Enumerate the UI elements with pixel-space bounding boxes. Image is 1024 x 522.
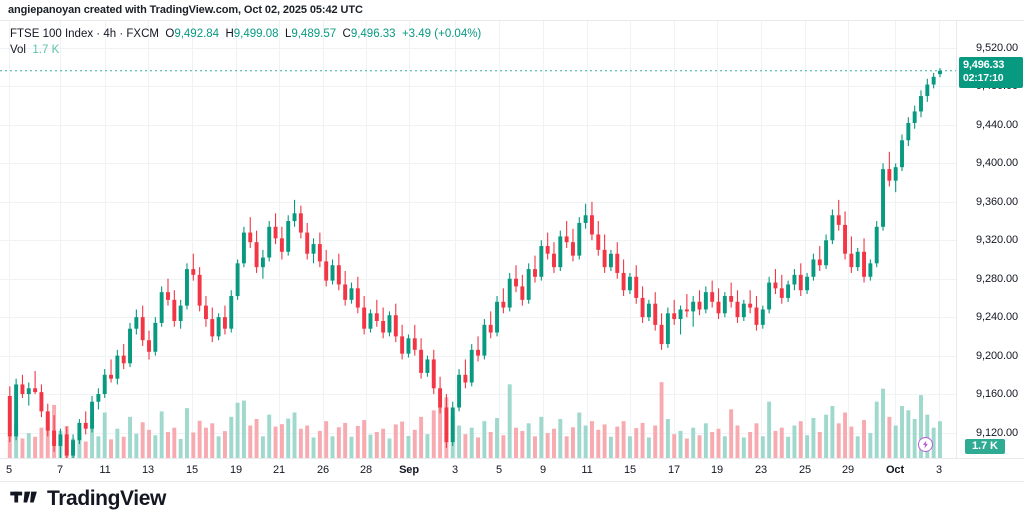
vertical-gridline bbox=[455, 21, 456, 458]
time-axis-tick: 17 bbox=[667, 464, 681, 476]
time-axis[interactable]: 5 7 11 13 15 19 21 26 28 Sep 3 5 9 11 15 17 19 23 25 29 Oct 3 bbox=[0, 458, 1024, 482]
time-axis-tick: 26 bbox=[316, 464, 330, 476]
time-axis-tick: 3 bbox=[451, 464, 459, 476]
vertical-gridline bbox=[279, 21, 280, 458]
price-axis-tick: 9,400.00 bbox=[975, 157, 1018, 170]
vertical-gridline bbox=[323, 21, 324, 458]
time-axis-tick: 23 bbox=[754, 464, 768, 476]
time-axis-tick: 29 bbox=[841, 464, 855, 476]
vertical-gridline bbox=[895, 21, 896, 458]
time-axis-month-tick: Oct bbox=[885, 464, 905, 476]
tradingview-logo-icon bbox=[10, 488, 40, 511]
vertical-gridline bbox=[587, 21, 588, 458]
time-axis-tick: 15 bbox=[623, 464, 637, 476]
candlesticks bbox=[7, 68, 942, 458]
price-axis[interactable]: 9,520.009,480.009,440.009,400.009,360.00… bbox=[956, 21, 1024, 458]
price-axis-tick: 9,440.00 bbox=[975, 118, 1018, 131]
time-axis-tick: 5 bbox=[5, 464, 13, 476]
horizontal-gridline bbox=[0, 163, 956, 165]
vertical-gridline bbox=[105, 21, 106, 458]
current-price-badge[interactable]: 9,496.33 02:17:10 bbox=[959, 56, 1023, 88]
vertical-gridline bbox=[939, 21, 940, 458]
vertical-gridline bbox=[409, 21, 410, 458]
volume-value-badge[interactable]: 1.7 K bbox=[965, 439, 1005, 454]
price-axis-tick: 9,160.00 bbox=[975, 388, 1018, 401]
price-axis-tick: 9,240.00 bbox=[975, 311, 1018, 324]
horizontal-gridline bbox=[0, 124, 956, 126]
vertical-gridline bbox=[148, 21, 149, 458]
chart-plot-area[interactable] bbox=[0, 21, 956, 458]
vertical-gridline bbox=[674, 21, 675, 458]
candlestick-and-volume-series bbox=[0, 68, 956, 458]
bar-countdown: 02:17:10 bbox=[963, 71, 1004, 84]
chart-frame: 9,520.009,480.009,440.009,400.009,360.00… bbox=[0, 20, 1024, 482]
price-axis-tick: 9,200.00 bbox=[975, 349, 1018, 362]
price-axis-tick: 9,520.00 bbox=[975, 42, 1018, 54]
tradingview-footer: TradingView bbox=[10, 487, 166, 511]
vertical-gridline bbox=[499, 21, 500, 458]
vertical-gridline bbox=[717, 21, 718, 458]
vertical-gridline bbox=[805, 21, 806, 458]
time-axis-month-tick: Sep bbox=[399, 464, 419, 476]
time-axis-tick: 5 bbox=[495, 464, 503, 476]
horizontal-gridline bbox=[0, 201, 956, 203]
vertical-gridline bbox=[848, 21, 849, 458]
time-axis-tick: 9 bbox=[539, 464, 547, 476]
vertical-gridline bbox=[761, 21, 762, 458]
time-axis-tick: 19 bbox=[710, 464, 724, 476]
volume-bars bbox=[7, 382, 942, 458]
time-axis-tick: 25 bbox=[798, 464, 812, 476]
horizontal-gridline bbox=[0, 394, 956, 396]
horizontal-gridline bbox=[0, 86, 956, 88]
time-axis-tick: 19 bbox=[229, 464, 243, 476]
price-axis-tick: 9,120.00 bbox=[975, 426, 1018, 439]
time-axis-tick: 15 bbox=[185, 464, 199, 476]
horizontal-gridline bbox=[0, 48, 956, 49]
current-price-value: 9,496.33 bbox=[963, 58, 1005, 71]
time-axis-tick: 13 bbox=[141, 464, 155, 476]
vertical-gridline bbox=[60, 21, 61, 458]
horizontal-gridline bbox=[0, 278, 956, 280]
vertical-gridline bbox=[543, 21, 544, 458]
time-axis-tick: 11 bbox=[99, 464, 111, 476]
horizontal-gridline bbox=[0, 240, 956, 242]
vertical-gridline bbox=[9, 21, 10, 458]
time-axis-tick: 3 bbox=[935, 464, 943, 476]
price-axis-tick: 9,320.00 bbox=[975, 234, 1018, 247]
time-axis-tick: 28 bbox=[359, 464, 373, 476]
vertical-gridline bbox=[366, 21, 367, 458]
vertical-gridline bbox=[236, 21, 237, 458]
vertical-gridline bbox=[192, 21, 193, 458]
alert-lightning-icon[interactable] bbox=[918, 437, 933, 452]
attribution-text: angiepanoyan created with TradingView.co… bbox=[8, 4, 363, 16]
time-axis-tick: 7 bbox=[56, 464, 64, 476]
price-axis-tick: 9,280.00 bbox=[975, 272, 1018, 285]
vertical-gridline bbox=[630, 21, 631, 458]
time-axis-tick: 21 bbox=[272, 464, 286, 476]
price-axis-tick: 9,360.00 bbox=[975, 195, 1018, 208]
time-axis-tick: 11 bbox=[581, 464, 593, 476]
horizontal-gridline bbox=[0, 432, 956, 434]
horizontal-gridline bbox=[0, 317, 956, 319]
tradingview-brand-text: TradingView bbox=[47, 487, 166, 510]
